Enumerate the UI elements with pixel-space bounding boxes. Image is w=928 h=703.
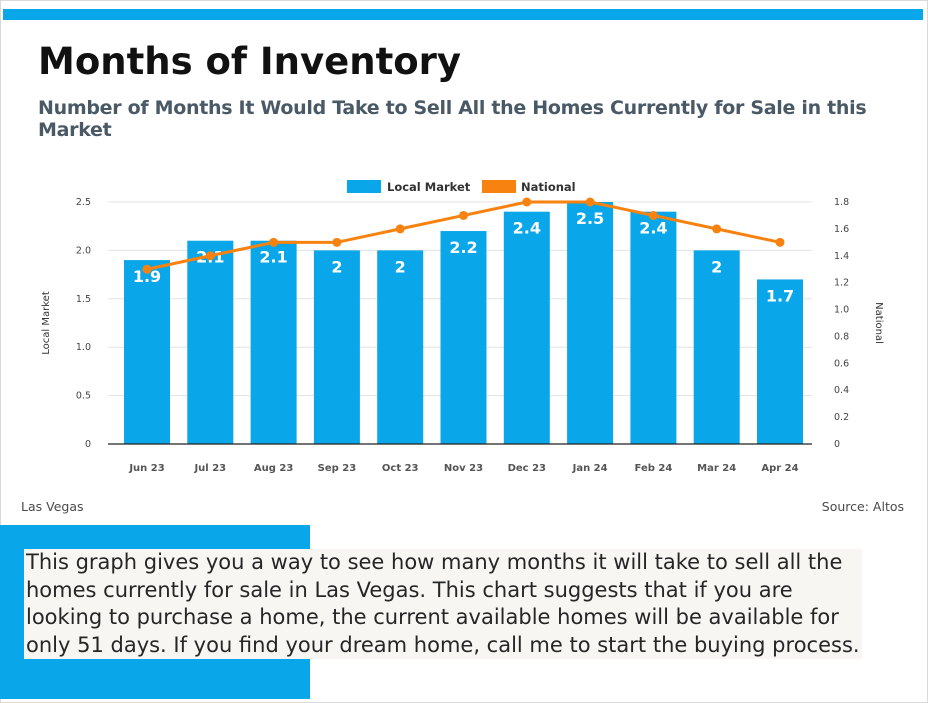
left-tick-label: 1.5 <box>76 294 91 305</box>
right-tick-label: 0.6 <box>834 358 849 369</box>
x-tick-label: Feb 24 <box>635 463 673 474</box>
description-text: This graph gives you a way to see how ma… <box>24 549 862 659</box>
page-title: Months of Inventory <box>38 40 462 83</box>
bar-value-label: 2.4 <box>513 219 541 238</box>
x-tick-label: Aug 23 <box>254 463 293 474</box>
right-tick-label: 0 <box>834 439 840 450</box>
right-tick-label: 1.0 <box>834 305 849 316</box>
bar-mar-24 <box>693 250 740 444</box>
legend-swatch-national <box>482 180 516 193</box>
right-tick-label: 0.8 <box>834 331 849 342</box>
national-point <box>205 251 215 261</box>
right-tick-label: 1.4 <box>834 251 849 262</box>
legend-label-national: National <box>521 180 576 194</box>
x-tick-label: Apr 24 <box>761 463 798 474</box>
source-credit: Source: Altos <box>821 499 904 514</box>
right-tick-label: 1.6 <box>834 224 849 235</box>
page-subtitle: Number of Months It Would Take to Sell A… <box>38 97 867 141</box>
national-point <box>712 224 722 234</box>
bar-sep-23 <box>313 250 360 444</box>
x-tick-label: Jan 24 <box>572 463 608 474</box>
national-point <box>332 237 342 247</box>
right-tick-label: 1.8 <box>834 197 849 208</box>
bar-jan-24 <box>567 202 614 444</box>
legend-label-local: Local Market <box>387 180 471 194</box>
x-tick-label: Jun 23 <box>128 463 164 474</box>
bar-aug-23 <box>250 240 297 444</box>
left-tick-label: 0.5 <box>76 391 91 402</box>
chart-axes: 0 0.5 1.0 1.5 2.0 2.5 0 0.2 0.4 0.6 0.8 1.0 1.2 1.4 1.… <box>76 197 849 474</box>
right-axis-title: National <box>873 302 884 344</box>
bar-value-label: 2.4 <box>639 219 667 238</box>
bar-value-label: 2 <box>331 257 342 276</box>
national-point <box>142 264 152 274</box>
x-tick-label: Sep 23 <box>318 463 357 474</box>
national-point <box>775 237 785 247</box>
bar-value-label: 2.2 <box>449 238 477 257</box>
x-tick-label: Oct 23 <box>382 463 419 474</box>
left-tick-label: 2.0 <box>76 245 91 256</box>
left-tick-label: 0 <box>85 439 91 450</box>
chart-legend: Local Market National <box>347 180 576 194</box>
bar-nov-23 <box>440 231 487 444</box>
x-tick-label: Mar 24 <box>697 463 736 474</box>
bar-value-label: 2.5 <box>576 209 604 228</box>
bar-value-label: 2 <box>395 257 406 276</box>
national-point <box>459 210 468 220</box>
national-point <box>522 197 532 207</box>
national-point <box>395 224 405 234</box>
bar-jul-23 <box>187 240 234 444</box>
top-accent-bar <box>3 9 923 20</box>
national-point <box>585 197 595 207</box>
x-tick-label: Jul 23 <box>193 463 226 474</box>
right-tick-label: 0.2 <box>834 412 849 423</box>
left-tick-label: 2.5 <box>76 197 91 208</box>
national-point <box>648 210 658 220</box>
x-tick-label: Nov 23 <box>444 463 483 474</box>
bar-jun-23 <box>124 260 170 444</box>
bar-feb-24 <box>630 211 677 444</box>
right-tick-label: 1.2 <box>834 278 849 289</box>
bar-value-label: 1.7 <box>766 286 794 305</box>
bar-value-label: 2 <box>711 257 722 276</box>
national-point <box>269 237 279 247</box>
left-axis-title: Local Market <box>41 291 52 355</box>
bar-dec-23 <box>503 211 550 444</box>
right-tick-label: 0.4 <box>834 385 849 396</box>
bar-oct-23 <box>377 250 424 444</box>
x-tick-label: Dec 23 <box>508 463 546 474</box>
bar-apr-24 <box>757 279 803 444</box>
left-tick-label: 1.0 <box>76 342 91 353</box>
local-market-bars <box>124 202 803 444</box>
legend-swatch-local <box>347 180 381 193</box>
bar-value-label: 1.9 <box>133 267 161 286</box>
national-line-series <box>142 197 785 274</box>
market-location: Las Vegas <box>21 499 84 514</box>
bar-value-label: 2.1 <box>259 248 287 267</box>
